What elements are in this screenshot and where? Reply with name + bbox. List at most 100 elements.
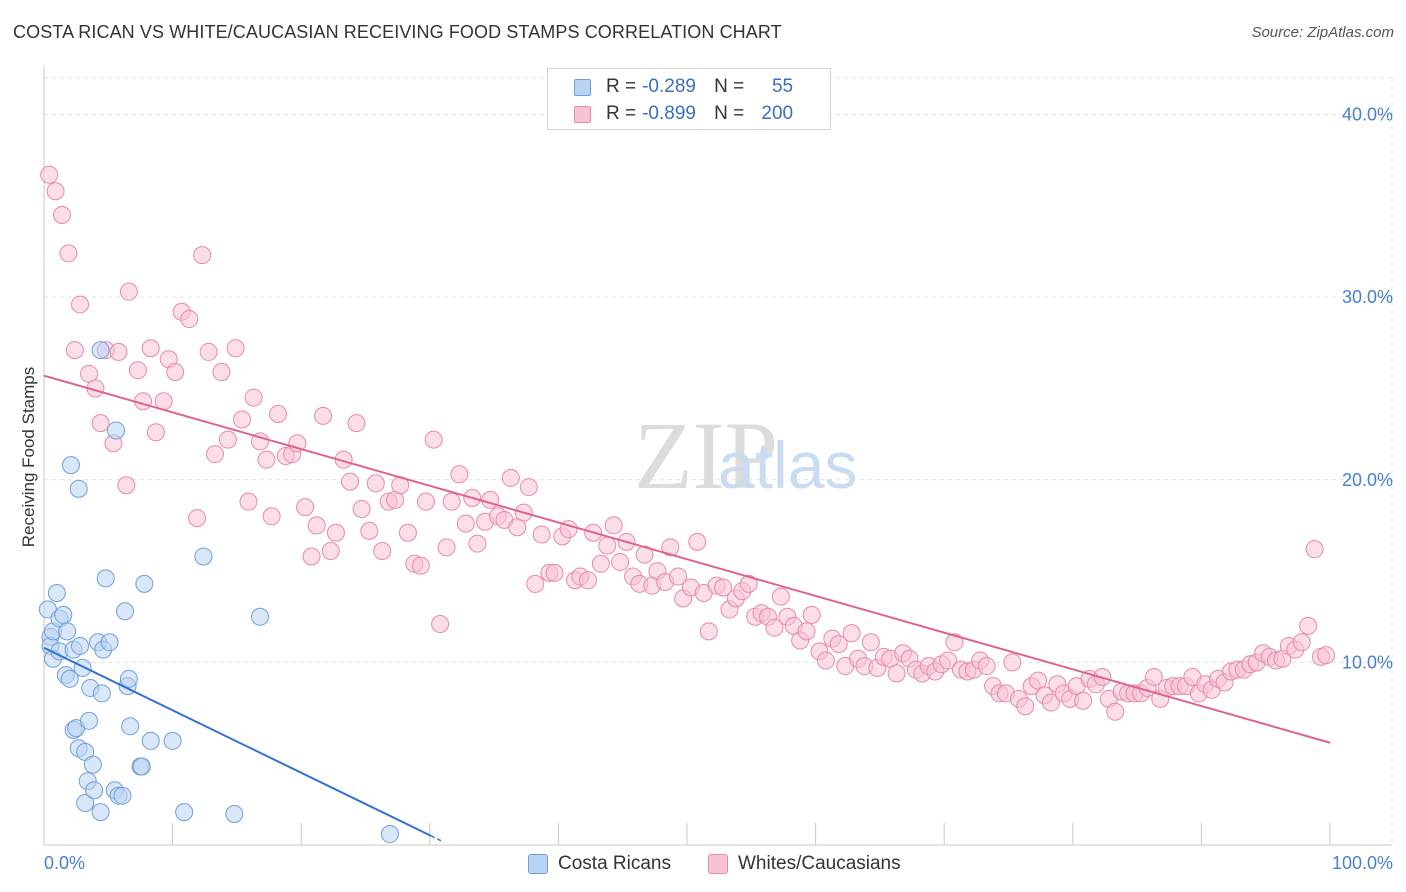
costa-ricans-points	[38, 341, 399, 844]
correlation-legend: R = -0.289 N = 55 R = -0.899 N = 200	[547, 68, 831, 130]
white-caucasian-point	[699, 622, 718, 641]
white-caucasian-point	[53, 205, 72, 224]
costa-rican-point	[107, 421, 126, 440]
white-caucasian-point	[65, 341, 84, 360]
costa-rican-point	[194, 547, 213, 566]
legend-row-costa-ricans: R = -0.289 N = 55	[574, 74, 793, 100]
white-caucasian-point	[59, 244, 78, 263]
white-caucasian-point	[519, 478, 538, 497]
legend-label: Whites/Caucasians	[738, 853, 901, 874]
costa-rican-point	[76, 793, 95, 812]
costa-rican-point	[91, 341, 110, 360]
white-caucasian-point	[739, 574, 758, 593]
costa-rican-point	[225, 804, 244, 823]
legend-r-value: -0.289	[642, 76, 696, 97]
costa-rican-point	[92, 684, 111, 703]
legend-r-value: -0.899	[642, 103, 696, 124]
x-tick-label-max: 100.0%	[1332, 853, 1393, 873]
costa-rican-point	[83, 755, 102, 774]
white-caucasian-point	[604, 516, 623, 535]
costa-ricans-trend-line	[43, 646, 432, 837]
white-caucasian-point	[945, 633, 964, 652]
white-caucasian-point	[269, 405, 288, 424]
white-caucasian-point	[431, 615, 450, 634]
white-caucasian-point	[1292, 633, 1311, 652]
white-caucasian-point	[1003, 653, 1022, 672]
costa-rican-point	[251, 607, 270, 626]
white-caucasian-point	[244, 388, 263, 407]
white-caucasian-point	[771, 587, 790, 606]
white-caucasian-point	[861, 633, 880, 652]
y-axis-title: Receiving Food Stamps	[19, 367, 38, 547]
white-caucasian-point	[456, 514, 475, 533]
trend-lines	[43, 374, 1331, 843]
costa-rican-point	[91, 803, 110, 822]
white-caucasian-point	[347, 414, 366, 433]
white-caucasian-point	[591, 554, 610, 573]
white-caucasian-point	[816, 651, 835, 670]
pink-swatch-icon	[574, 105, 591, 123]
chart-title: COSTA RICAN VS WHITE/CAUCASIAN RECEIVING…	[13, 22, 782, 42]
white-caucasian-point	[1144, 667, 1163, 686]
white-caucasian-point	[437, 538, 456, 557]
costa-rican-point	[80, 711, 99, 730]
white-caucasian-point	[352, 499, 371, 518]
costa-rican-point	[141, 731, 160, 750]
white-caucasian-point	[661, 538, 680, 557]
white-caucasian-point	[450, 465, 469, 484]
white-caucasian-point	[71, 295, 90, 314]
whites-trend-line	[43, 374, 1331, 744]
white-caucasian-point	[842, 624, 861, 643]
white-caucasian-point	[545, 563, 564, 582]
costa-rican-point	[135, 574, 154, 593]
legend-r-label: R =	[606, 76, 637, 97]
white-caucasian-point	[326, 523, 345, 542]
white-caucasian-point	[373, 541, 392, 560]
costa-rican-point	[113, 786, 132, 805]
costa-rican-point	[85, 781, 104, 800]
white-caucasian-point	[166, 363, 185, 382]
white-caucasian-point	[91, 414, 110, 433]
white-caucasian-point	[341, 472, 360, 491]
legend-item-whites: Whites/Caucasians	[708, 852, 901, 876]
white-caucasian-point	[46, 182, 65, 201]
white-caucasian-point	[468, 534, 487, 553]
white-caucasian-point	[40, 165, 59, 184]
white-caucasian-point	[1317, 646, 1336, 665]
costa-rican-point	[119, 669, 138, 688]
white-caucasian-point	[321, 541, 340, 560]
costa-rican-point	[73, 658, 92, 677]
costa-rican-point	[132, 757, 151, 776]
y-tick-label: 30.0%	[1342, 287, 1393, 307]
white-caucasian-point	[939, 651, 958, 670]
white-caucasian-point	[199, 342, 218, 361]
y-tick-label: 10.0%	[1342, 652, 1393, 672]
white-caucasian-point	[218, 430, 237, 449]
legend-n-label: N =	[714, 103, 745, 124]
costa-rican-point	[96, 569, 115, 588]
white-caucasian-point	[188, 509, 207, 528]
legend-item-costa-ricans: Costa Ricans	[528, 852, 671, 876]
white-caucasian-point	[442, 492, 461, 511]
white-caucasian-point	[398, 523, 417, 542]
white-caucasian-point	[611, 552, 630, 571]
white-caucasian-point	[146, 423, 165, 442]
legend-row-whites: R = -0.899 N = 200	[574, 101, 793, 127]
white-caucasian-point	[1074, 691, 1093, 710]
white-caucasian-point	[887, 664, 906, 683]
white-caucasian-point	[128, 361, 147, 380]
costa-rican-point	[163, 731, 182, 750]
costa-rican-point	[47, 583, 66, 602]
white-caucasian-point	[262, 507, 281, 526]
y-tick-labels: 10.0% 20.0% 30.0% 40.0%	[1342, 105, 1393, 673]
white-caucasian-point	[239, 492, 258, 511]
costa-rican-point	[58, 622, 77, 641]
white-caucasian-point	[257, 450, 276, 469]
white-caucasian-point	[1106, 702, 1125, 721]
costa-rican-point	[60, 669, 79, 688]
white-caucasian-point	[481, 490, 500, 509]
white-caucasian-point	[501, 468, 520, 487]
legend-n-value: 55	[771, 76, 794, 97]
costa-rican-point	[121, 717, 140, 736]
costa-ricans-trend-extension	[430, 835, 443, 843]
